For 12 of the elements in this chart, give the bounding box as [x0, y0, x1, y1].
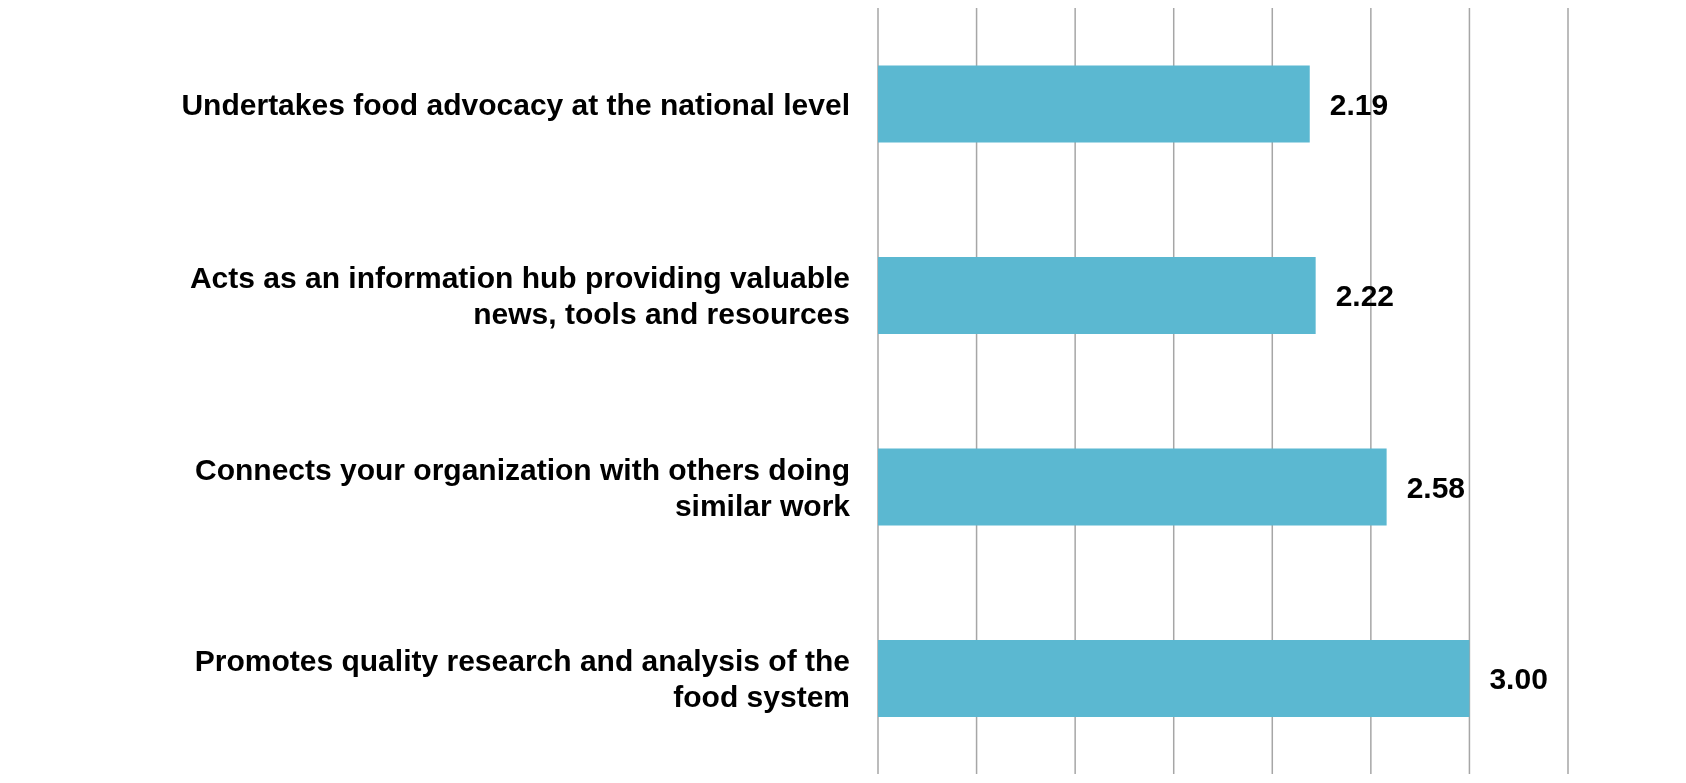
- y-tick-label: Undertakes food advocacy at the national level: [181, 87, 850, 121]
- data-label: 2.58: [1406, 470, 1466, 504]
- bar: [878, 256, 1316, 334]
- data-label: 2.22: [1335, 279, 1395, 313]
- y-tick-label: Promotes quality research and analysis of the food system: [194, 643, 850, 713]
- bar: [878, 639, 1470, 717]
- y-tick-label: Acts as an information hub providing valuable news, tools and resources: [189, 260, 850, 330]
- data-label: 3.00: [1489, 662, 1548, 696]
- bar: [878, 448, 1387, 526]
- data-label: 2.19: [1329, 87, 1389, 121]
- bar: [878, 65, 1310, 143]
- y-tick-label: Connects your organization with others doing similar work: [194, 452, 851, 522]
